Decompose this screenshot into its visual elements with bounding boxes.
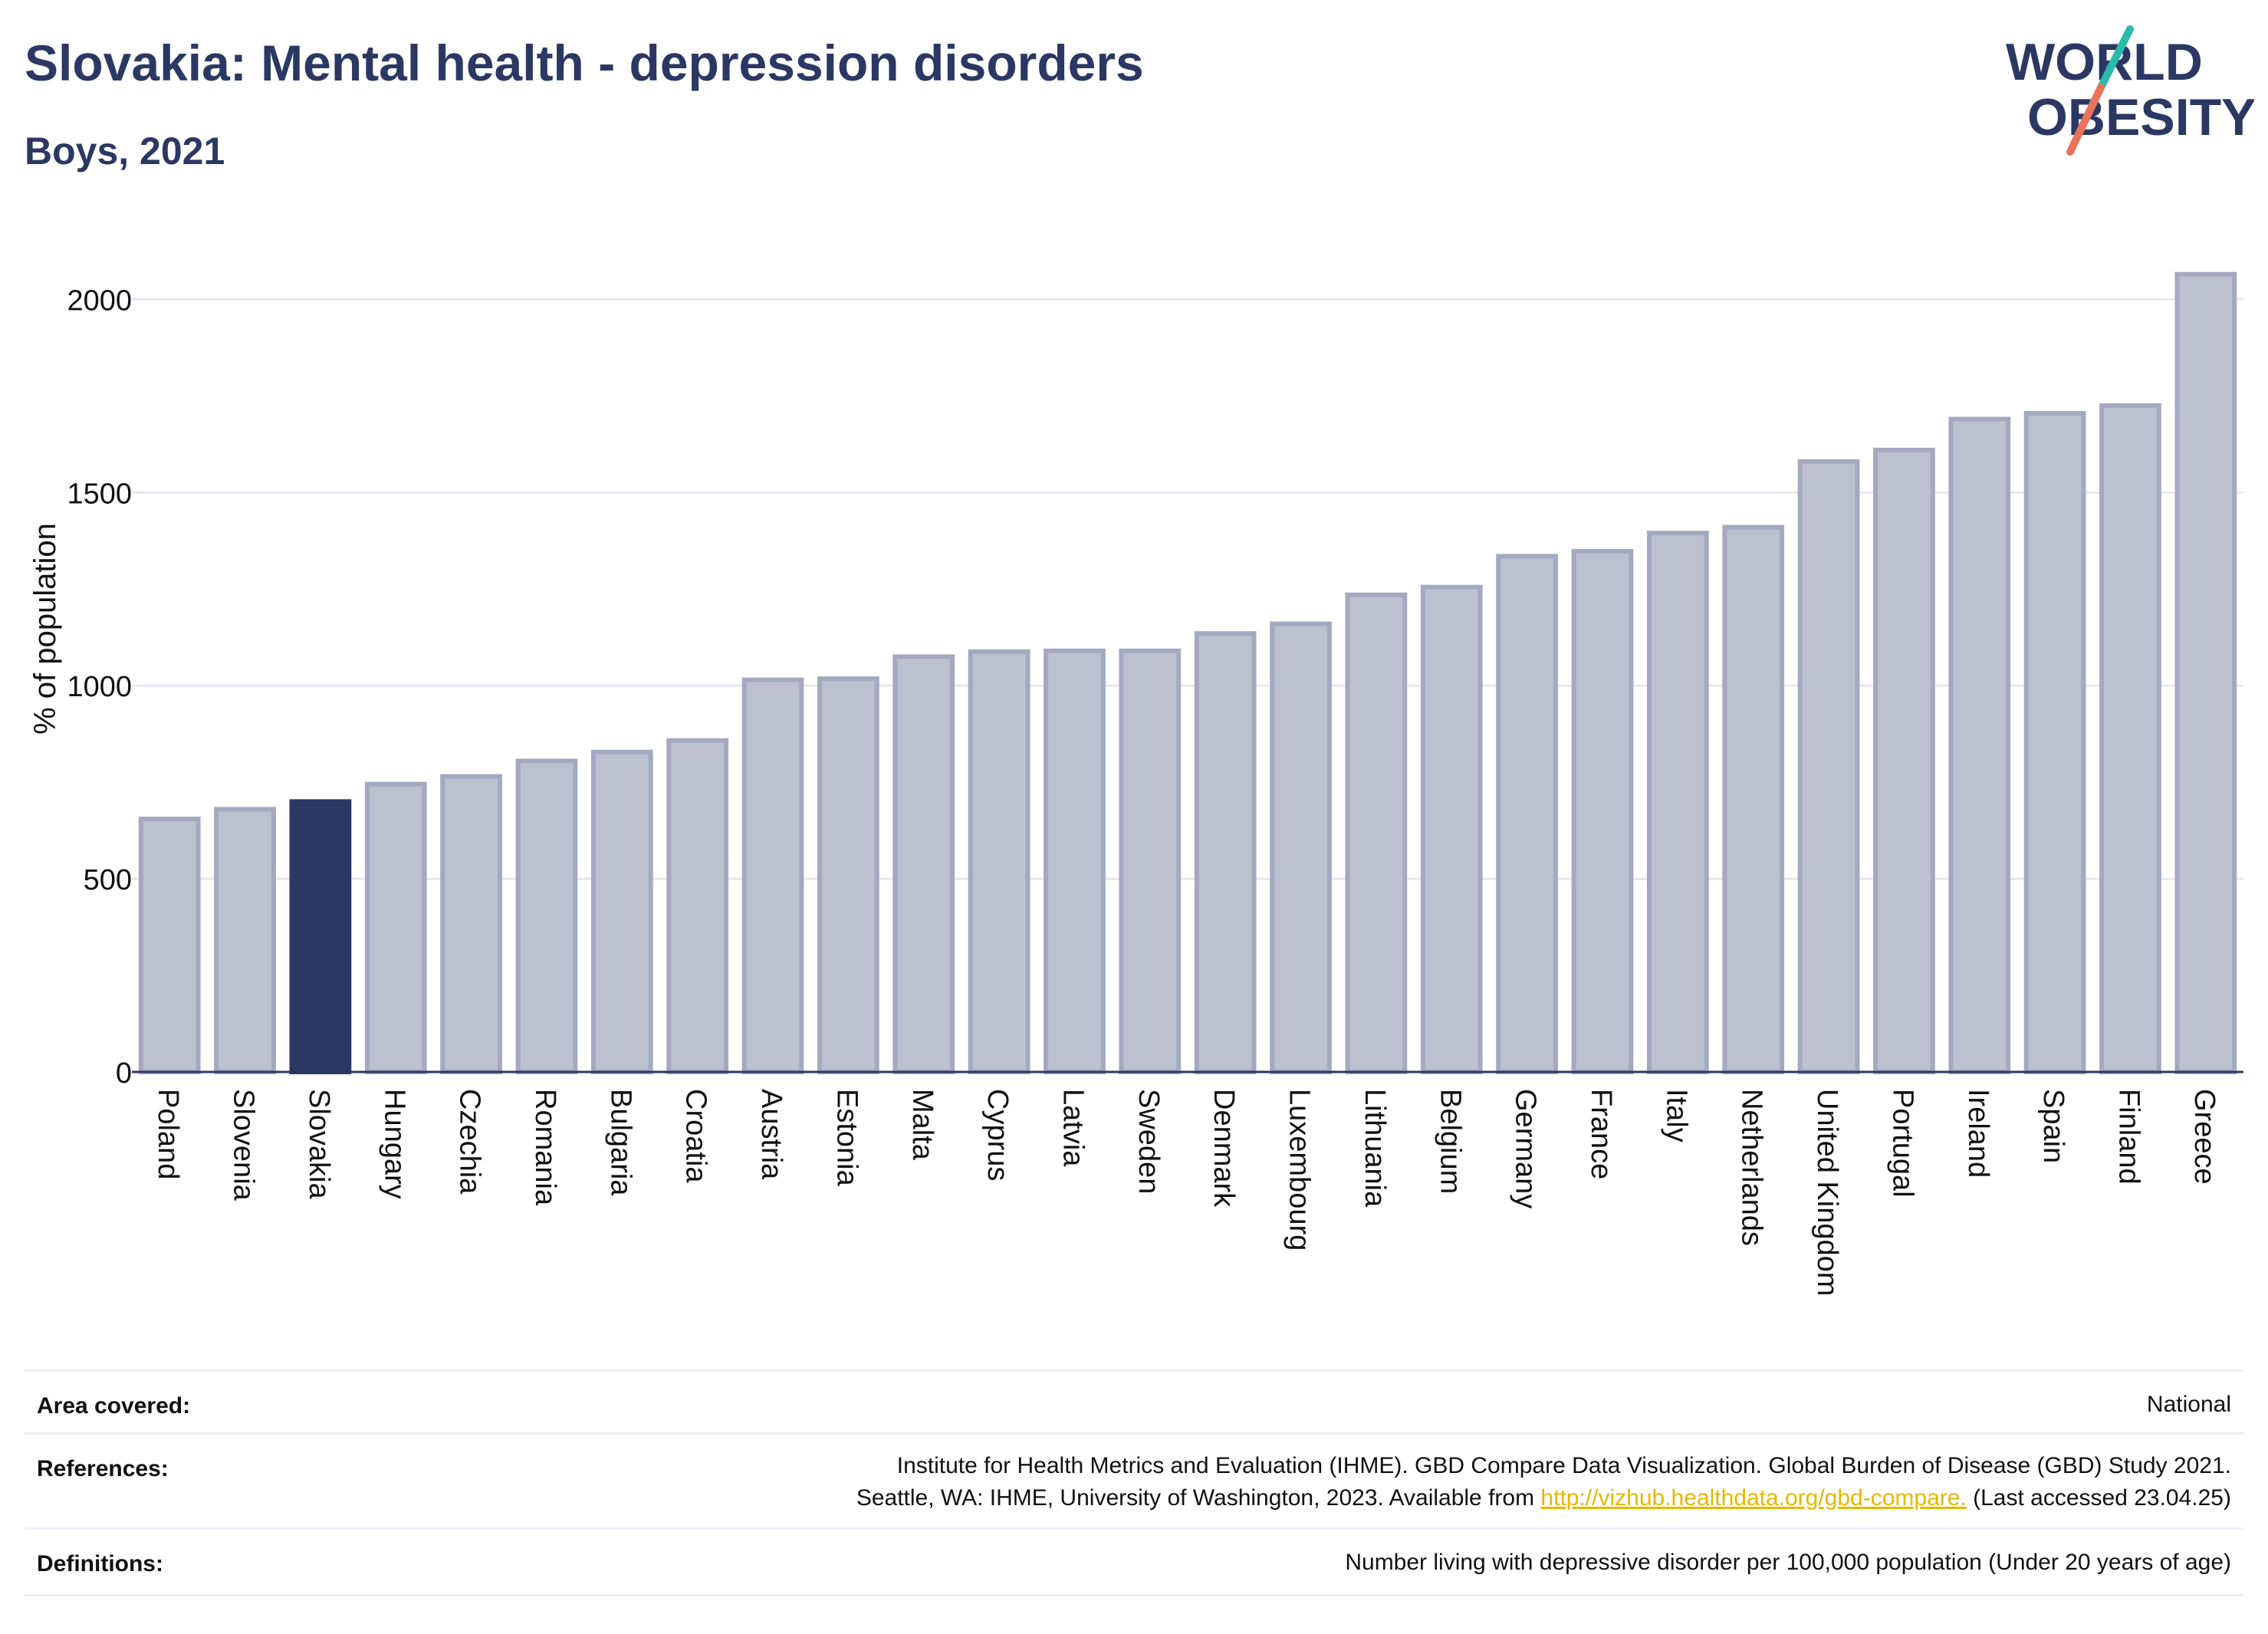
bar-netherlands [1722, 524, 1785, 1074]
logo-slash-teal [2097, 25, 2134, 91]
x-tick-label: Romania [529, 1089, 561, 1206]
x-tick-label: Belgium [1434, 1089, 1466, 1194]
label-layer: Poland Slovenia Slovakia Hungary Czechia Roma… [152, 1089, 2220, 1296]
x-tick-label: Finland [2112, 1089, 2145, 1185]
chart-subtitle: Boys, 2021 [25, 130, 225, 173]
x-tick-label: Greece [2188, 1089, 2220, 1185]
meta-row-references: References: Institute for Health Metrics… [25, 1432, 2243, 1530]
x-tick-label: Czechia [454, 1089, 486, 1195]
references-link[interactable]: http://vizhub.healthdata.org/gbd-compare… [1540, 1485, 1967, 1511]
references-line2: Seattle, WA: IHME, University of Washing… [856, 1482, 2231, 1514]
y-tick-label: 1500 [67, 478, 132, 510]
meta-row-definitions: Definitions: Number living with depressi… [25, 1527, 2243, 1596]
area-value: National [2146, 1392, 2231, 1417]
x-tick-label: Slovakia [303, 1089, 335, 1199]
x-tick-label: Netherlands [1736, 1089, 1768, 1246]
bar-greece [2174, 271, 2237, 1075]
x-tick-label: Germany [1510, 1089, 1542, 1208]
bar-denmark [1194, 631, 1257, 1074]
bar-ireland [1948, 416, 2011, 1074]
x-tick-label: Luxembourg [1284, 1089, 1316, 1251]
y-axis-label: % of population [28, 523, 62, 735]
bar-belgium [1420, 584, 1483, 1074]
logo-slash-coral [2066, 84, 2105, 156]
references-line1: Institute for Health Metrics and Evaluat… [896, 1453, 2231, 1478]
bar-italy [1646, 531, 1709, 1074]
axis-layer: 0 500 1000 1500 2000 [67, 284, 2243, 1090]
x-tick-label: Cyprus [981, 1089, 1014, 1181]
bar-germany [1496, 554, 1558, 1074]
bar-finland [2099, 403, 2161, 1074]
area-label: Area covered: [37, 1393, 191, 1419]
bar-austria [741, 677, 804, 1075]
bar-latvia [1044, 648, 1106, 1074]
x-tick-label: Austria [755, 1089, 787, 1180]
x-tick-label: United Kingdom [1811, 1089, 1843, 1296]
references-line2-pre: Seattle, WA: IHME, University of Washing… [856, 1485, 1541, 1511]
y-tick-label: 2000 [67, 284, 132, 317]
meta-row-area: Area covered: National [25, 1369, 2243, 1435]
bar-lithuania [1345, 592, 1408, 1074]
bar-estonia [817, 676, 879, 1074]
references-value: Institute for Health Metrics and Evaluat… [856, 1450, 2231, 1514]
references-label: References: [37, 1456, 169, 1481]
bar-luxembourg [1270, 621, 1332, 1074]
world-obesity-logo: WORLD OBESITY [2006, 25, 2254, 156]
bar-slovakia [289, 799, 352, 1075]
bar-sweden [1119, 648, 1182, 1074]
bar-poland [138, 817, 201, 1074]
bar-czechia [440, 774, 502, 1074]
x-tick-label: France [1585, 1089, 1617, 1179]
x-tick-label: Poland [152, 1089, 184, 1179]
metadata-table: Area covered: National References: Insti… [25, 1369, 2243, 1599]
x-tick-label: Lithuania [1359, 1089, 1391, 1208]
bar-france [1571, 548, 1634, 1074]
logo-text-obesity: OBESITY [2027, 88, 2254, 146]
bar-chart: 0 500 1000 1500 2000 Poland Slovenia Slovakia H… [28, 271, 2243, 1296]
bar-hungary [364, 781, 427, 1075]
x-tick-label: Malta [906, 1089, 938, 1161]
bar-malta [892, 654, 955, 1074]
bar-layer [138, 271, 2237, 1075]
y-tick-label: 1000 [67, 671, 132, 703]
x-tick-label: Bulgaria [604, 1089, 636, 1196]
bar-spain [2023, 411, 2086, 1074]
y-tick-label: 500 [84, 864, 132, 896]
x-tick-label: Ireland [1962, 1089, 1994, 1178]
x-tick-label: Sweden [1132, 1089, 1165, 1194]
x-tick-label: Italy [1660, 1089, 1692, 1142]
x-tick-label: Portugal [1886, 1089, 1918, 1198]
x-tick-label: Croatia [680, 1089, 712, 1183]
references-line2-post: (Last accessed 23.04.25) [1966, 1485, 2231, 1511]
x-tick-label: Spain [2037, 1089, 2069, 1163]
bar-portugal [1873, 447, 1935, 1074]
x-tick-label: Slovenia [228, 1089, 260, 1202]
bar-cyprus [968, 649, 1030, 1074]
y-tick-label: 0 [116, 1057, 132, 1090]
bar-united-kingdom [1797, 459, 1860, 1074]
bar-croatia [666, 738, 729, 1075]
x-tick-label: Latvia [1057, 1089, 1089, 1167]
x-tick-label: Hungary [378, 1089, 410, 1199]
chart-title: Slovakia: Mental health - depression dis… [25, 35, 1144, 91]
bar-romania [515, 758, 578, 1075]
definitions-value: Number living with depressive disorder p… [1345, 1550, 2231, 1575]
x-tick-label: Denmark [1208, 1089, 1240, 1208]
bar-bulgaria [590, 749, 653, 1074]
x-tick-label: Estonia [830, 1089, 863, 1187]
bar-slovenia [214, 807, 276, 1075]
definitions-label: Definitions: [37, 1551, 163, 1576]
